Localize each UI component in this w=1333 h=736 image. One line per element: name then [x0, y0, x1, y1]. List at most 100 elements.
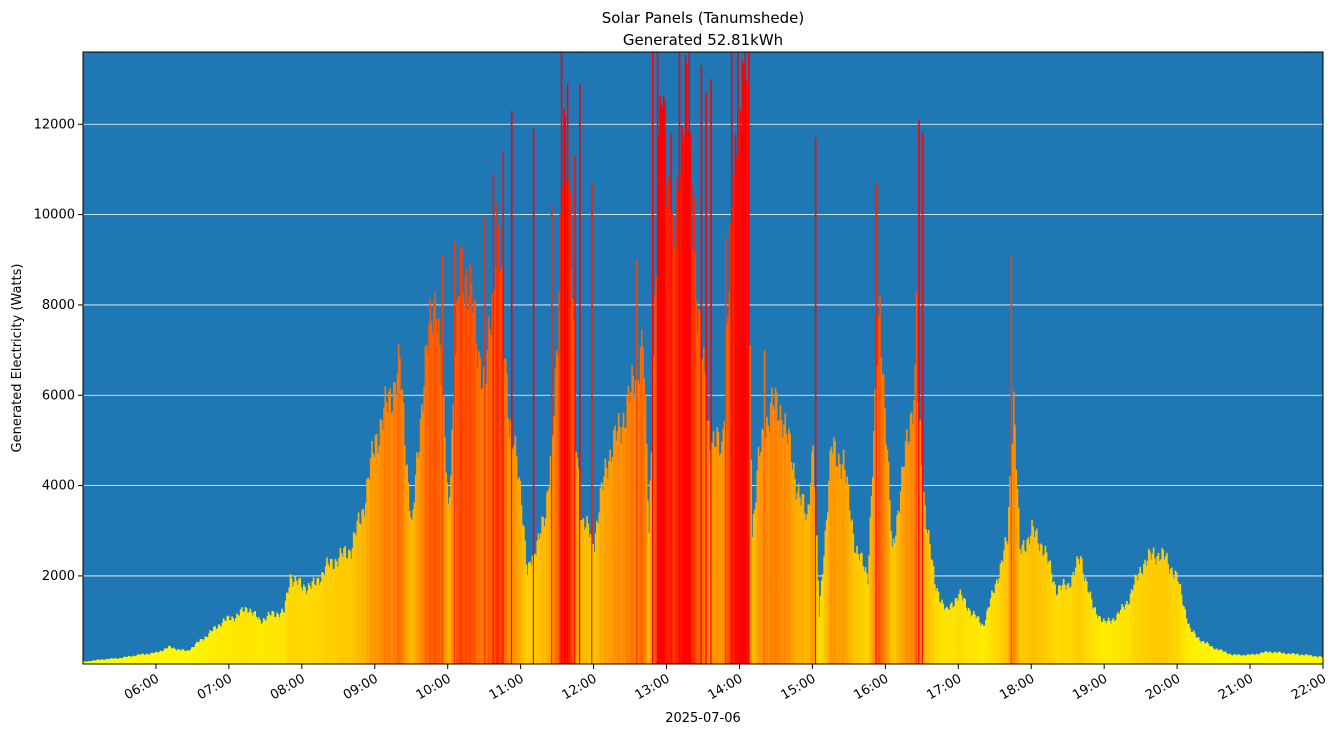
bar	[1123, 609, 1126, 664]
bar	[1107, 617, 1110, 664]
bar	[523, 526, 525, 664]
bar	[616, 431, 619, 664]
plot-frame	[82, 51, 1324, 665]
bar	[1191, 631, 1194, 664]
bar	[989, 598, 992, 664]
bar	[219, 625, 221, 664]
bar	[1066, 584, 1069, 664]
bar	[309, 585, 311, 664]
bar	[576, 458, 579, 664]
bar	[1265, 651, 1268, 664]
bar	[107, 659, 109, 664]
bar	[209, 630, 212, 664]
bar	[130, 657, 133, 664]
bar	[320, 581, 322, 664]
bar	[490, 335, 492, 664]
bar	[814, 137, 817, 664]
bar	[194, 643, 197, 664]
bar	[482, 366, 485, 664]
bar	[641, 329, 643, 664]
bar	[546, 492, 548, 664]
bar	[1318, 656, 1320, 664]
bar	[863, 571, 866, 664]
bar	[899, 491, 902, 664]
bar	[496, 202, 498, 664]
bar	[384, 386, 387, 664]
bar	[946, 606, 948, 664]
bar	[958, 593, 960, 664]
bar	[498, 272, 501, 664]
bar	[436, 332, 439, 664]
bar	[572, 319, 575, 664]
bar	[1060, 589, 1063, 664]
bar	[1185, 618, 1188, 664]
bar	[1228, 653, 1230, 664]
bar	[966, 611, 969, 664]
bar	[710, 79, 712, 665]
bar	[355, 535, 357, 664]
bar	[965, 607, 968, 664]
bar	[151, 652, 153, 664]
bar	[462, 292, 464, 664]
bar	[91, 660, 94, 664]
bar	[914, 364, 917, 664]
bar	[434, 292, 436, 664]
bar	[605, 467, 608, 664]
bar	[289, 574, 292, 664]
bar	[544, 518, 547, 664]
bar	[626, 395, 629, 664]
bar	[472, 312, 474, 664]
bar	[1130, 589, 1133, 664]
bar	[170, 648, 173, 664]
bar	[294, 575, 297, 664]
bar	[1124, 604, 1127, 664]
bar	[1071, 575, 1073, 664]
bar	[465, 268, 468, 664]
bar	[611, 457, 614, 664]
bar	[570, 268, 573, 664]
bar	[317, 577, 320, 664]
bar	[831, 453, 834, 664]
bar	[548, 486, 551, 664]
bar	[673, 247, 676, 664]
bar	[745, 81, 748, 665]
bar	[1188, 623, 1190, 664]
bar	[262, 618, 265, 664]
bar	[481, 388, 484, 664]
bar	[784, 413, 787, 664]
bar	[1075, 567, 1077, 664]
bar	[747, 52, 750, 664]
bar	[479, 357, 481, 664]
bar	[526, 576, 529, 664]
bar	[861, 552, 863, 664]
bar	[985, 619, 987, 664]
bar	[1287, 653, 1290, 664]
bar	[983, 625, 986, 664]
bar	[870, 495, 873, 664]
bar	[1061, 584, 1064, 664]
bar	[1028, 544, 1031, 664]
bar	[179, 650, 181, 664]
bar	[918, 119, 920, 664]
bar	[1166, 552, 1168, 664]
y-tick-label: 4000	[42, 479, 75, 494]
x-tick-label: 18:00	[997, 671, 1037, 703]
bar	[630, 392, 632, 664]
bar	[693, 196, 695, 664]
bar	[301, 590, 304, 664]
bar	[450, 475, 452, 664]
bar	[513, 445, 515, 664]
bar	[177, 648, 180, 664]
bar	[952, 607, 954, 664]
bar	[1093, 607, 1095, 664]
bar	[508, 437, 511, 664]
bar	[683, 134, 686, 664]
bar	[531, 555, 534, 664]
bar	[841, 464, 844, 664]
bar	[1137, 580, 1139, 664]
bar	[524, 540, 526, 664]
bar	[169, 646, 171, 664]
bar	[383, 407, 385, 664]
bar	[991, 590, 993, 664]
bar	[1174, 570, 1177, 664]
